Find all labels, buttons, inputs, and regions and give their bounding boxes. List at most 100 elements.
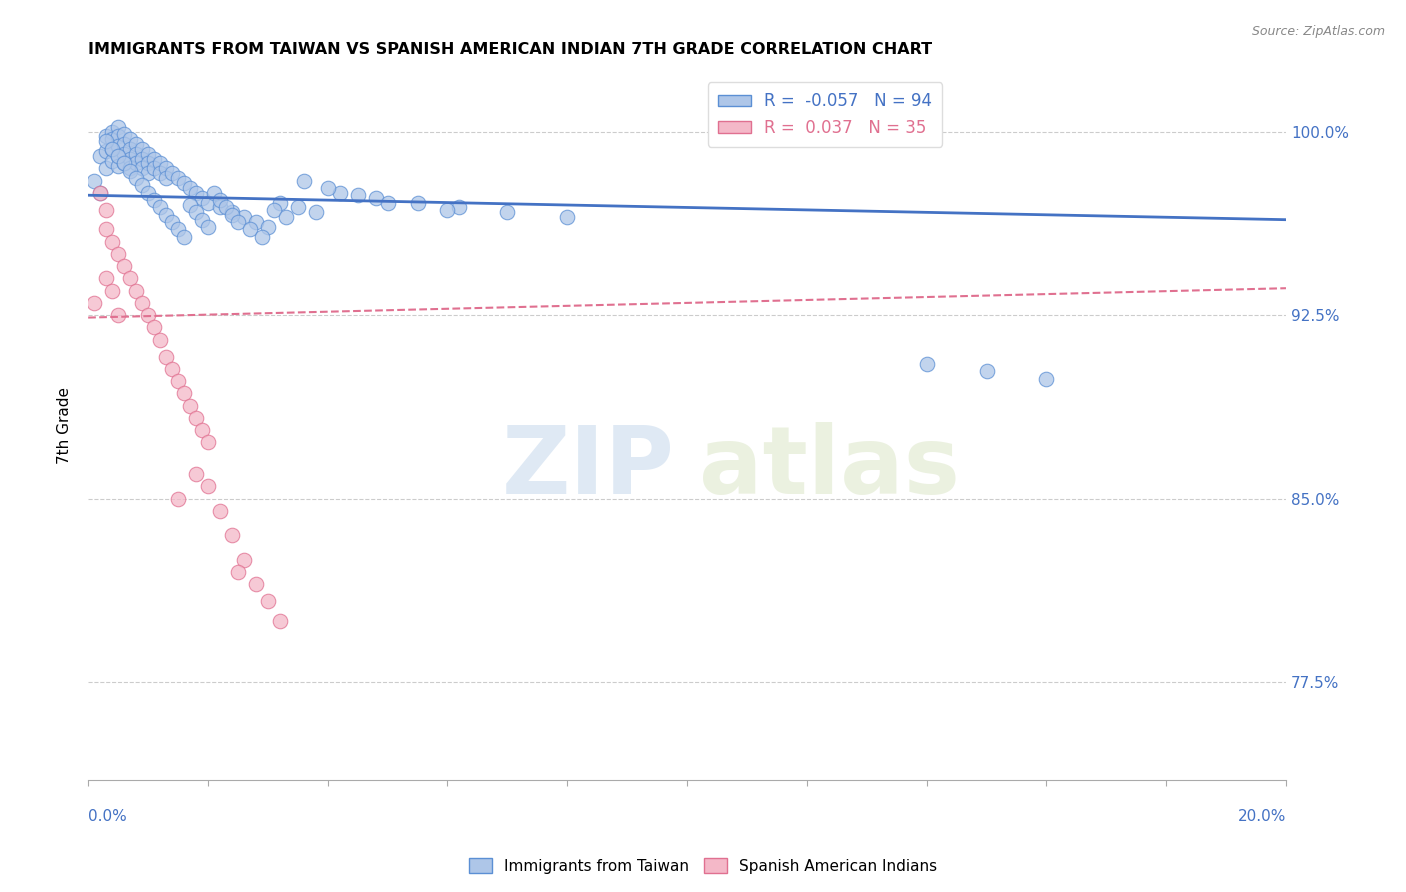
Text: ZIP: ZIP <box>502 422 675 514</box>
Point <box>143 193 166 207</box>
Point <box>263 202 285 217</box>
Point <box>221 208 243 222</box>
Point <box>112 259 135 273</box>
Point <box>136 156 159 170</box>
Point <box>250 229 273 244</box>
Point <box>202 186 225 200</box>
Point <box>94 135 117 149</box>
Point <box>197 220 219 235</box>
Point <box>107 149 129 163</box>
Text: 20.0%: 20.0% <box>1237 809 1286 824</box>
Point <box>125 171 148 186</box>
Point <box>167 171 190 186</box>
Point <box>316 181 339 195</box>
Point <box>112 127 135 141</box>
Point <box>83 296 105 310</box>
Point <box>184 205 207 219</box>
Point <box>160 215 183 229</box>
Point <box>160 362 183 376</box>
Point <box>125 284 148 298</box>
Point <box>197 479 219 493</box>
Point <box>406 195 429 210</box>
Point <box>173 386 195 401</box>
Point <box>232 553 254 567</box>
Point <box>101 153 124 168</box>
Point <box>287 201 309 215</box>
Point <box>915 357 938 371</box>
Point <box>101 142 124 156</box>
Point <box>112 146 135 161</box>
Point <box>239 222 262 236</box>
Point <box>101 142 124 156</box>
Point <box>149 201 172 215</box>
Point <box>215 201 238 215</box>
Point <box>89 149 111 163</box>
Point <box>83 173 105 187</box>
Point <box>191 212 214 227</box>
Point <box>131 178 153 193</box>
Point <box>107 247 129 261</box>
Point <box>364 191 387 205</box>
Point <box>191 423 214 437</box>
Point <box>155 350 177 364</box>
Point <box>112 156 135 170</box>
Point <box>149 156 172 170</box>
Point <box>329 186 352 200</box>
Point <box>208 193 231 207</box>
Point <box>173 176 195 190</box>
Point <box>184 186 207 200</box>
Point <box>292 173 315 187</box>
Point <box>221 205 243 219</box>
Point <box>167 222 190 236</box>
Point <box>155 171 177 186</box>
Point <box>136 308 159 322</box>
Point <box>94 161 117 176</box>
Point <box>179 198 201 212</box>
Point <box>125 136 148 151</box>
Point <box>449 201 471 215</box>
Point <box>208 504 231 518</box>
Point <box>179 181 201 195</box>
Point <box>305 205 328 219</box>
Point <box>269 195 291 210</box>
Legend: Immigrants from Taiwan, Spanish American Indians: Immigrants from Taiwan, Spanish American… <box>463 852 943 880</box>
Point <box>143 152 166 166</box>
Point <box>274 211 297 225</box>
Point <box>120 271 142 285</box>
Point <box>136 186 159 200</box>
Point <box>107 149 129 163</box>
Point <box>131 142 153 156</box>
Point <box>256 220 278 235</box>
Point <box>197 195 219 210</box>
Point <box>112 136 135 151</box>
Point <box>94 129 117 144</box>
Point <box>167 491 190 506</box>
Point <box>208 201 231 215</box>
Point <box>107 129 129 144</box>
Point <box>143 320 166 334</box>
Point <box>107 159 129 173</box>
Point <box>136 146 159 161</box>
Point <box>120 152 142 166</box>
Point <box>555 211 578 225</box>
Point <box>245 577 267 591</box>
Point <box>232 211 254 225</box>
Point <box>107 139 129 153</box>
Point <box>496 205 519 219</box>
Point <box>120 163 142 178</box>
Point <box>101 235 124 249</box>
Point <box>377 195 399 210</box>
Text: 0.0%: 0.0% <box>89 809 127 824</box>
Point <box>167 374 190 388</box>
Point <box>706 125 728 139</box>
Point <box>89 186 111 200</box>
Point <box>131 152 153 166</box>
Point <box>101 125 124 139</box>
Point <box>184 467 207 482</box>
Point <box>120 142 142 156</box>
Point <box>256 594 278 608</box>
Point <box>226 565 249 579</box>
Point <box>125 146 148 161</box>
Text: atlas: atlas <box>699 422 960 514</box>
Point <box>136 166 159 180</box>
